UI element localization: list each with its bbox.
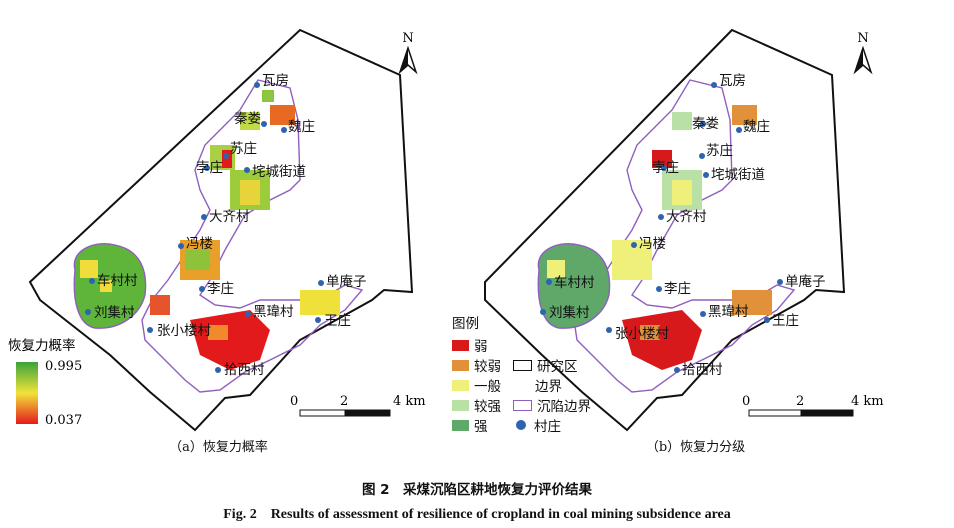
legend-study-area-line2: 边界: [535, 379, 562, 395]
village-label: 张小楼村: [157, 323, 211, 339]
village-label: 魏庄: [743, 118, 770, 135]
legend-class-moderate: 一般: [452, 375, 501, 395]
village-dot-icon: [516, 420, 526, 430]
legend-class-strong: 强: [452, 415, 501, 435]
village-label: 车村村: [554, 274, 595, 291]
legend-subsidence: 沉陷边界: [513, 395, 591, 415]
village-label: 垞城街道: [711, 167, 765, 183]
scale-tick: 2: [796, 394, 804, 409]
panel-a-probability-map: N 瓦房 秦娄 魏庄 苏庄 孛庄 垞城街道 大齐村 冯楼 车村村 李庄 单庵子 …: [0, 0, 477, 470]
village-label: 黑瑋村: [708, 304, 749, 320]
scale-tick: 4 km: [393, 394, 426, 409]
subsidence-boundary: [141, 79, 364, 393]
legend-class-weaker: 较弱: [452, 355, 501, 375]
north-arrow-icon: N: [853, 31, 873, 75]
village-label: 李庄: [664, 280, 691, 297]
map-a-svg: N 瓦房 秦娄 魏庄 苏庄 孛庄 垞城街道 大齐村 冯楼 车村村 李庄 单庵子 …: [8, 28, 426, 432]
village-label: 瓦房: [262, 73, 289, 89]
scale-tick: 2: [340, 394, 348, 409]
legend-class-stronger: 较强: [452, 395, 501, 415]
village-label: 秦娄: [692, 116, 719, 132]
village-label: 垞城街道: [252, 164, 306, 180]
map-b-svg: N 瓦房 秦娄 魏庄 苏庄 孛庄 垞城街道 大齐村 冯楼 车村村 李庄 单庵子 …: [484, 28, 884, 432]
legend-swatch: [452, 339, 469, 351]
scale-tick: 0: [742, 394, 750, 409]
village-label: 孛庄: [652, 159, 679, 176]
village-label: 单庵子: [785, 273, 826, 290]
village-label: 苏庄: [706, 142, 733, 159]
village-labels: 瓦房 秦娄 魏庄 苏庄 孛庄 垞城街道 大齐村 冯楼 车村村 李庄 单庵子 刘集…: [94, 73, 367, 378]
village-label: 瓦房: [719, 73, 746, 89]
scale-bar: 0 2 4 km: [290, 394, 426, 417]
study-area-boundary: [484, 28, 846, 432]
village-label: 秦娄: [234, 111, 261, 127]
probability-legend: 恢复力概率 0.995 0.037: [8, 337, 82, 428]
village-label: 魏庄: [288, 118, 315, 135]
village-label: 拾西村: [682, 362, 723, 378]
class-legend: 图例 弱 较弱 一般 较强 强: [452, 312, 591, 435]
legend-max: 0.995: [45, 359, 82, 374]
village-label: 李庄: [207, 280, 234, 297]
village-label: 拾西村: [224, 362, 265, 378]
legend-title: 恢复力概率: [8, 337, 76, 354]
legend-class-weak: 弱: [452, 335, 501, 355]
village-label: 刘集村: [549, 305, 590, 321]
legend-min: 0.037: [45, 413, 82, 428]
village-label: 苏庄: [230, 140, 257, 157]
north-arrow-icon: N: [398, 31, 418, 75]
panel-a-caption: （a）恢复力概率: [169, 440, 268, 455]
legend-swatch: [452, 419, 469, 431]
village-label: 冯楼: [186, 236, 213, 252]
village-markers: [85, 82, 324, 373]
village-label: 大齐村: [666, 209, 707, 225]
village-label: 单庵子: [326, 273, 367, 290]
legend-gradient: [16, 362, 38, 424]
village-label: 张小楼村: [615, 326, 669, 342]
scale-tick: 4 km: [851, 394, 884, 409]
figure-title-cn: 图 2 采煤沉陷区耕地恢复力评价结果: [361, 482, 593, 498]
legend-title: 图例: [452, 316, 479, 332]
legend-swatch: [513, 399, 532, 411]
village-markers: [540, 82, 783, 373]
village-label: 王庄: [772, 312, 799, 329]
subsidence-boundary: [573, 79, 796, 393]
legend-study-area: 研究区: [513, 355, 591, 375]
village-label: 刘集村: [94, 305, 135, 321]
scale-bar: 0 2 4 km: [742, 394, 884, 417]
village-labels: 瓦房 秦娄 魏庄 苏庄 孛庄 垞城街道 大齐村 冯楼 车村村 李庄 单庵子 刘集…: [549, 73, 826, 378]
legend-swatch: [513, 359, 532, 371]
village-label: 冯楼: [639, 236, 666, 252]
study-area-boundary: [28, 28, 414, 432]
scale-tick: 0: [290, 394, 298, 409]
north-label: N: [857, 31, 868, 46]
village-label: 车村村: [97, 272, 138, 289]
panel-b-classification-map: N 瓦房 秦娄 魏庄 苏庄 孛庄 垞城街道 大齐村 冯楼 车村村 李庄 单庵子 …: [452, 0, 954, 470]
panel-b-caption: （b）恢复力分级: [645, 440, 746, 455]
legend-swatch: [452, 359, 469, 371]
figure-title-en: Fig. 2 Results of assessment of resilien…: [223, 507, 731, 522]
north-label: N: [402, 31, 413, 46]
village-label: 大齐村: [209, 209, 250, 225]
legend-village: 村庄: [513, 415, 591, 435]
legend-swatch: [452, 399, 469, 411]
village-label: 王庄: [324, 312, 351, 329]
legend-swatch: [452, 379, 469, 391]
village-label: 黑瑋村: [253, 304, 294, 320]
village-label: 孛庄: [196, 159, 223, 176]
